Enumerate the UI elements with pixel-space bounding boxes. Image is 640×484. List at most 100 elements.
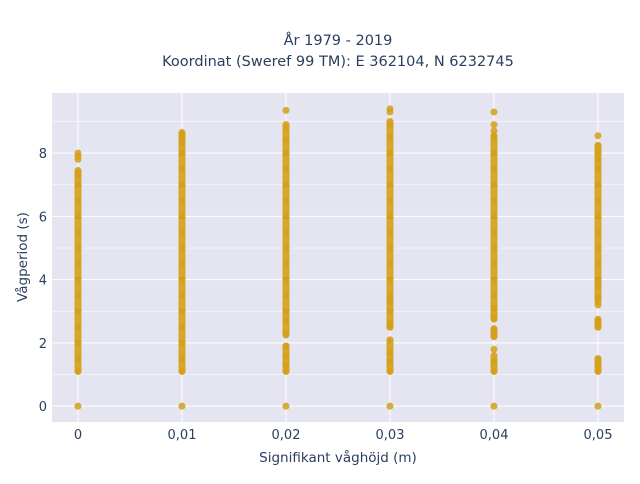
data-point xyxy=(282,165,290,173)
data-point xyxy=(594,402,602,410)
y-axis-label: Vågperiod (s) xyxy=(14,212,31,302)
data-point xyxy=(282,361,290,369)
data-point xyxy=(594,361,602,369)
data-point xyxy=(74,355,82,363)
data-point xyxy=(74,228,82,236)
data-point xyxy=(490,108,498,116)
data-point xyxy=(490,326,498,334)
data-point xyxy=(594,228,602,236)
data-point xyxy=(282,136,290,144)
data-point xyxy=(490,127,498,135)
data-point xyxy=(74,339,82,347)
data-point xyxy=(74,367,82,375)
data-point xyxy=(282,197,290,205)
data-point xyxy=(178,355,186,363)
data-point xyxy=(594,244,602,252)
data-point xyxy=(386,165,394,173)
data-point xyxy=(386,212,394,220)
data-point xyxy=(386,121,394,129)
data-point xyxy=(594,323,602,331)
data-point xyxy=(178,323,186,331)
data-point xyxy=(386,367,394,375)
data-point xyxy=(594,155,602,163)
data-point xyxy=(282,212,290,220)
data-point xyxy=(386,320,394,328)
data-point xyxy=(282,149,290,157)
data-point xyxy=(386,149,394,157)
data-point xyxy=(490,276,498,284)
data-point xyxy=(178,244,186,252)
data-point xyxy=(74,291,82,299)
data-point xyxy=(282,367,290,375)
data-point xyxy=(74,402,82,410)
data-point xyxy=(490,121,498,129)
data-point xyxy=(282,402,290,410)
data-point xyxy=(178,367,186,375)
data-point xyxy=(386,133,394,141)
data-point xyxy=(178,130,186,138)
data-point xyxy=(282,106,290,114)
data-point xyxy=(74,197,82,205)
data-point xyxy=(490,402,498,410)
plot-background xyxy=(52,93,624,422)
data-point xyxy=(490,212,498,220)
x-axis-label: Signifikant våghöjd (m) xyxy=(259,449,417,466)
data-point xyxy=(386,244,394,252)
data-point xyxy=(282,317,290,325)
data-point xyxy=(594,132,602,140)
data-point xyxy=(594,282,602,290)
data-point xyxy=(282,307,290,315)
data-point xyxy=(594,143,602,151)
data-point xyxy=(386,260,394,268)
data-point xyxy=(178,140,186,148)
data-point xyxy=(178,165,186,173)
data-point xyxy=(386,228,394,236)
data-point xyxy=(490,244,498,252)
data-point xyxy=(282,244,290,252)
data-point xyxy=(490,181,498,189)
data-point xyxy=(594,181,602,189)
data-point xyxy=(282,329,290,337)
data-point xyxy=(74,276,82,284)
data-point xyxy=(490,314,498,322)
data-point xyxy=(386,291,394,299)
data-point xyxy=(386,358,394,366)
data-point xyxy=(386,197,394,205)
y-tick-label: 6 xyxy=(39,210,47,225)
data-point xyxy=(282,342,290,350)
data-point xyxy=(282,291,290,299)
data-point xyxy=(386,348,394,356)
chart-title-line-1: År 1979 - 2019 xyxy=(284,32,393,49)
data-point xyxy=(386,105,394,113)
y-tick-label: 4 xyxy=(39,274,47,289)
data-point xyxy=(282,260,290,268)
data-point xyxy=(490,260,498,268)
data-point xyxy=(490,228,498,236)
data-point xyxy=(594,212,602,220)
data-point xyxy=(594,197,602,205)
data-point xyxy=(282,181,290,189)
data-point xyxy=(74,168,82,176)
data-point xyxy=(178,212,186,220)
tick-labels: 0 2 4 6 8 0 0,01 0,02 0,03 0,04 0,05 xyxy=(39,147,613,443)
data-point xyxy=(490,291,498,299)
x-tick-label: 0,04 xyxy=(480,428,509,443)
data-point xyxy=(386,307,394,315)
data-point xyxy=(490,197,498,205)
data-point xyxy=(490,358,498,366)
y-tick-label: 8 xyxy=(39,147,47,162)
data-point xyxy=(178,228,186,236)
data-point xyxy=(74,149,82,157)
data-point xyxy=(178,197,186,205)
data-point xyxy=(282,276,290,284)
data-point xyxy=(490,333,498,341)
data-point xyxy=(594,149,602,157)
data-point xyxy=(490,345,498,353)
y-tick-label: 2 xyxy=(39,337,47,352)
data-point xyxy=(282,228,290,236)
data-point xyxy=(490,367,498,375)
data-point xyxy=(178,181,186,189)
data-point xyxy=(74,181,82,189)
x-tick-label: 0 xyxy=(74,428,82,443)
